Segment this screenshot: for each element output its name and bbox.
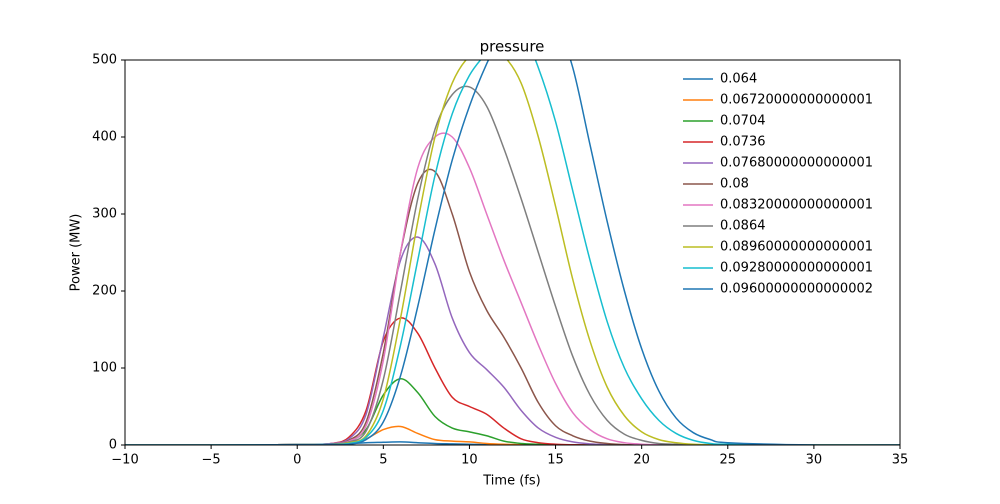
x-tick-label: 25 [720,453,737,468]
legend-label: 0.064 [720,72,757,87]
legend-label: 0.0864 [720,219,766,234]
legend-label: 0.0736 [720,135,766,150]
x-axis-label: Time (fs) [482,474,540,489]
y-tick-label: 300 [92,207,117,222]
legend-label: 0.09280000000000001 [720,261,873,276]
legend-label: 0.08960000000000001 [720,240,873,255]
y-tick-label: 200 [92,284,117,299]
y-axis-label: Power (MW) [69,214,84,292]
chart-title: pressure [480,38,545,56]
x-tick-label: 35 [892,453,909,468]
axes-frame [124,59,901,446]
legend-label: 0.09600000000000002 [720,282,873,297]
legend-label: 0.08 [720,177,749,192]
x-tick-label: 0 [293,453,301,468]
x-tick-label: −10 [111,453,138,468]
legend-label: 0.07680000000000001 [720,156,873,171]
x-tick-label: 10 [461,453,478,468]
x-tick-label: 5 [379,453,387,468]
y-tick-label: 100 [92,361,117,376]
legend-label: 0.0704 [720,114,766,129]
y-tick-label: 400 [92,130,117,145]
x-tick-label: 20 [633,453,650,468]
y-tick-label: 500 [92,53,117,68]
x-tick-label: 30 [806,453,823,468]
plot-area [125,60,900,445]
x-tick-label: 15 [547,453,564,468]
legend-label: 0.08320000000000001 [720,198,873,213]
legend-label: 0.06720000000000001 [720,93,873,108]
y-tick-label: 0 [109,438,117,453]
x-tick-label: −5 [202,453,221,468]
